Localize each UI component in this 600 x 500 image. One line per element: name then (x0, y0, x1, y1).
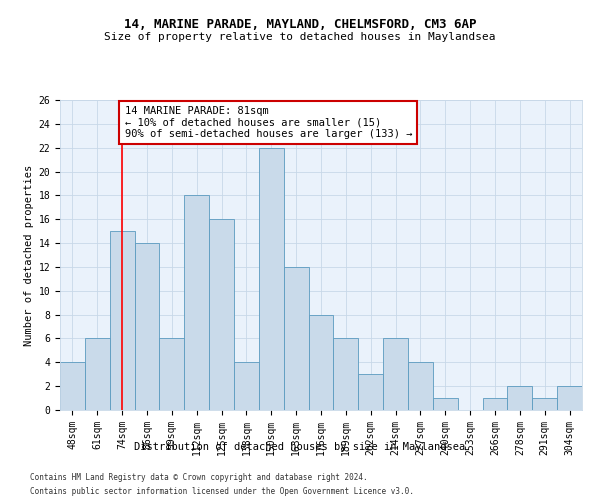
Bar (134, 243, 160, 410)
Bar (60, 362, 85, 410)
Bar (234, 362, 259, 410)
Text: Size of property relative to detached houses in Maylandsea: Size of property relative to detached ho… (104, 32, 496, 42)
Text: Contains public sector information licensed under the Open Government Licence v3: Contains public sector information licen… (30, 488, 414, 496)
Bar (85, 338, 110, 410)
Bar (209, 219, 234, 410)
Bar (508, 386, 532, 410)
Text: Contains HM Land Registry data © Crown copyright and database right 2024.: Contains HM Land Registry data © Crown c… (30, 472, 368, 482)
Bar (259, 148, 284, 410)
Bar (160, 338, 184, 410)
Bar (557, 386, 582, 410)
Bar (433, 398, 458, 410)
Bar (110, 231, 134, 410)
Bar (334, 338, 358, 410)
Bar (358, 374, 383, 410)
Y-axis label: Number of detached properties: Number of detached properties (25, 164, 34, 346)
Text: 14, MARINE PARADE, MAYLAND, CHELMSFORD, CM3 6AP: 14, MARINE PARADE, MAYLAND, CHELMSFORD, … (124, 18, 476, 30)
Bar (284, 267, 308, 410)
Bar (408, 362, 433, 410)
Bar (383, 338, 408, 410)
Text: 14 MARINE PARADE: 81sqm
← 10% of detached houses are smaller (15)
90% of semi-de: 14 MARINE PARADE: 81sqm ← 10% of detache… (125, 106, 412, 139)
Bar (184, 196, 209, 410)
Bar (532, 398, 557, 410)
Text: Distribution of detached houses by size in Maylandsea: Distribution of detached houses by size … (134, 442, 466, 452)
Bar (482, 398, 508, 410)
Bar (308, 314, 334, 410)
